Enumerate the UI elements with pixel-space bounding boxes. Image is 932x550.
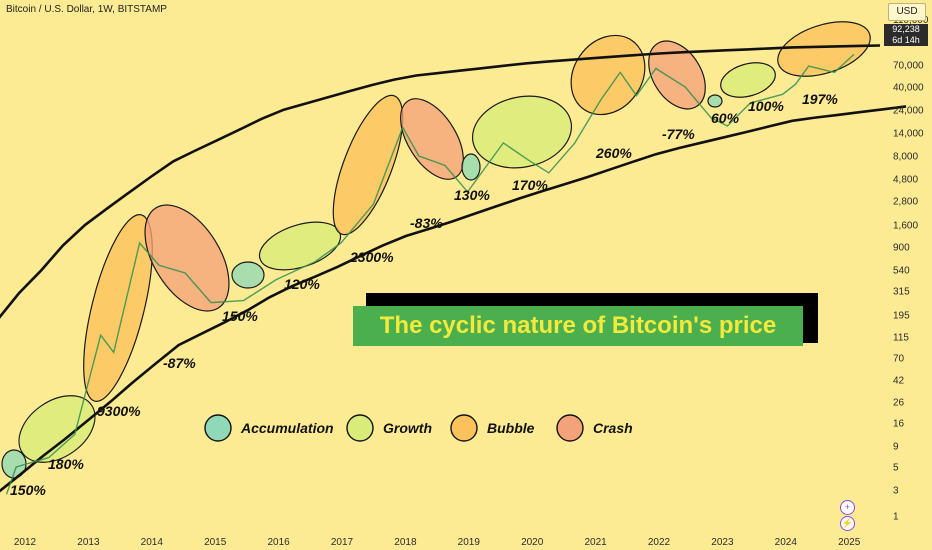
phase-change-label: 180% [48,456,84,472]
price-line [5,53,855,495]
current-price-tag: 92,238 6d 14h [884,24,928,46]
bar-countdown: 6d 14h [892,35,920,45]
x-tick-label: 2015 [204,537,227,548]
phase-ellipse-accumulation [461,153,481,181]
x-tick-label: 2023 [711,537,734,548]
y-tick-label: 16 [893,419,905,430]
x-tick-label: 2012 [14,537,37,548]
price-series-line [5,53,855,495]
y-tick-label: 5 [893,463,899,474]
lightning-icon[interactable]: ⚡ [840,516,855,531]
chart-title-banner: The cyclic nature of Bitcoin's price [353,306,803,346]
phase-ellipse-growth [471,95,573,169]
y-tick-label: 40,000 [893,83,924,94]
y-tick-label: 315 [893,287,910,298]
phase-ellipse-growth [720,62,776,98]
x-tick-label: 2025 [838,537,861,548]
add-icon[interactable]: + [840,500,855,515]
y-tick-label: 70 [893,354,905,365]
phase-change-label: 170% [512,177,548,193]
phase-change-label: -77% [662,126,695,142]
phase-ellipse-bubble [777,21,871,77]
phase-change-label: 150% [10,482,46,498]
x-tick-label: 2016 [267,537,290,548]
y-tick-label: 14,000 [893,129,924,140]
y-tick-label: 115 [893,333,909,344]
legend-label-accumulation: Accumulation [240,420,334,436]
legend: Accumulation Growth Bubble Crash [204,414,633,442]
legend-label-growth: Growth [383,420,432,436]
axes: 2012 2013 2014 2015 2016 2017 2018 2019 2020 2021… [14,15,929,548]
phase-ellipse-crash [144,204,230,312]
x-tick-label: 2014 [141,537,164,548]
phase-change-label: 197% [802,91,838,107]
phase-ellipse-accumulation [707,94,723,108]
phase-change-label: 150% [222,308,258,324]
legend-label-bubble: Bubble [487,420,535,436]
symbol-header: Bitcoin / U.S. Dollar, 1W, BITSTAMP [6,4,167,15]
legend-swatch-accumulation [204,414,232,442]
legend-label-crash: Crash [593,420,633,436]
legend-swatch-bubble [450,414,478,442]
y-tick-label: 2,800 [893,197,918,208]
upper-trend-band [0,44,881,319]
y-tick-label: 1 [893,512,899,523]
y-tick-label: 1,600 [893,221,918,232]
phase-change-label: 2300% [349,249,394,265]
x-tick-label: 2018 [394,537,417,548]
phase-change-label: 100% [748,98,784,114]
lower-trend-band [0,105,907,493]
x-tick-label: 2024 [775,537,798,548]
phase-change-label: 60% [711,110,740,126]
phase-change-label: 9300% [97,403,141,419]
y-tick-label: 9 [893,442,899,453]
y-tick-label: 24,000 [893,106,924,117]
y-tick-label: 3 [893,486,899,497]
phase-change-label: 260% [595,145,632,161]
phase-ellipse-bubble [570,34,646,116]
phase-change-label: 120% [284,276,320,292]
phase-percent-labels: 150%180%9300%-87%150%120%2300%-83%130%17… [10,91,838,498]
phase-ellipse-accumulation [231,261,265,289]
y-tick-label: 195 [893,311,910,322]
legend-swatch-growth [346,414,374,442]
x-tick-label: 2019 [458,537,481,548]
y-tick-label: 4,800 [893,175,918,186]
y-tick-label: 540 [893,266,910,277]
y-tick-label: 70,000 [893,61,924,72]
y-tick-label: 900 [893,243,910,254]
x-tick-label: 2013 [77,537,100,548]
currency-selector[interactable]: USD [888,3,926,21]
x-tick-label: 2021 [584,537,607,548]
legend-swatch-crash [556,414,584,442]
trend-bands [0,44,907,493]
phase-ellipse-growth [18,395,96,463]
phase-ellipse-bubble [332,94,404,236]
y-tick-label: 26 [893,398,905,409]
phase-change-label: -87% [163,355,196,371]
y-tick-label: 8,000 [893,152,918,163]
x-tick-label: 2022 [648,537,671,548]
phase-change-label: 130% [454,187,490,203]
x-tick-label: 2020 [521,537,544,548]
y-tick-label: 42 [893,376,905,387]
phase-ellipse-crash [648,40,706,110]
price-value: 92,238 [892,24,920,34]
phase-change-label: -83% [410,215,443,231]
x-tick-label: 2017 [331,537,354,548]
